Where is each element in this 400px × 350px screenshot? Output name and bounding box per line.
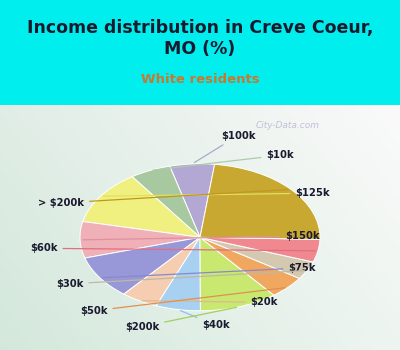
Text: $40k: $40k (180, 310, 230, 330)
Text: $125k: $125k (103, 188, 330, 198)
Wedge shape (200, 237, 313, 278)
Text: $100k: $100k (194, 131, 255, 162)
Wedge shape (200, 237, 320, 262)
Wedge shape (200, 164, 320, 239)
Text: $200k: $200k (125, 307, 236, 332)
Text: $60k: $60k (30, 243, 315, 253)
Text: $20k: $20k (142, 297, 278, 307)
Text: > $200k: > $200k (38, 190, 288, 208)
Text: Income distribution in Creve Coeur,
MO (%): Income distribution in Creve Coeur, MO (… (27, 19, 373, 58)
Wedge shape (83, 177, 200, 237)
Wedge shape (124, 237, 200, 306)
Wedge shape (200, 237, 300, 295)
Wedge shape (200, 237, 274, 311)
Text: $50k: $50k (80, 288, 285, 316)
Text: $75k: $75k (103, 263, 316, 278)
Text: White residents: White residents (141, 73, 259, 86)
Text: $10k: $10k (153, 150, 294, 170)
Wedge shape (85, 237, 200, 294)
Wedge shape (80, 222, 200, 258)
Text: City-Data.com: City-Data.com (256, 121, 320, 130)
Wedge shape (170, 164, 215, 237)
Wedge shape (132, 166, 200, 237)
Wedge shape (156, 237, 200, 311)
Text: $30k: $30k (56, 271, 304, 289)
Text: $150k: $150k (83, 231, 320, 241)
